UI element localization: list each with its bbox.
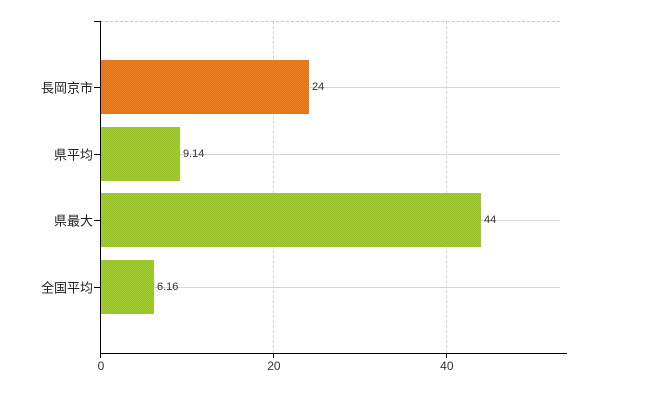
category-label: 県平均 bbox=[53, 147, 93, 163]
x-axis-tick bbox=[445, 353, 447, 358]
x-axis-line bbox=[100, 353, 567, 354]
x-tick-label: 40 bbox=[440, 359, 454, 373]
category-gridline bbox=[100, 87, 560, 88]
category-label: 全国平均 bbox=[40, 280, 93, 296]
bar bbox=[101, 127, 180, 181]
bar bbox=[101, 60, 309, 114]
category-label: 県最大 bbox=[53, 213, 93, 229]
value-label: 6.16 bbox=[157, 281, 179, 293]
plot-top-border bbox=[100, 21, 560, 22]
y-axis-line bbox=[100, 21, 101, 358]
category-gridline bbox=[100, 154, 560, 155]
bar bbox=[101, 260, 154, 314]
category-label: 長岡京市 bbox=[40, 80, 93, 96]
bar bbox=[101, 193, 481, 247]
y-axis-tick bbox=[94, 87, 100, 88]
y-axis-tick bbox=[94, 154, 100, 155]
y-axis-tick bbox=[94, 287, 100, 288]
vertical-gridline bbox=[272, 21, 274, 353]
value-label: 44 bbox=[484, 214, 497, 226]
x-tick-label: 20 bbox=[267, 359, 281, 373]
vertical-gridline bbox=[445, 21, 447, 353]
x-tick-label: 0 bbox=[97, 359, 105, 373]
category-gridline bbox=[100, 287, 560, 288]
x-axis-tick bbox=[272, 353, 274, 358]
value-label: 9.14 bbox=[183, 148, 205, 160]
y-axis-top-tick bbox=[94, 21, 100, 22]
value-label: 24 bbox=[312, 81, 325, 93]
y-axis-tick bbox=[94, 220, 100, 221]
